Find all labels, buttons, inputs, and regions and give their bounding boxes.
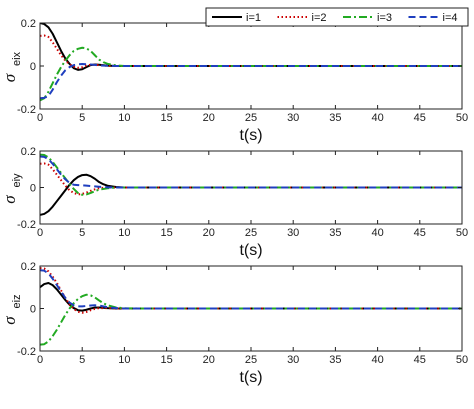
x-tick-label: 35 bbox=[329, 354, 341, 366]
y-tick-label: 0 bbox=[30, 183, 36, 195]
x-tick-label: 15 bbox=[160, 227, 172, 239]
x-tick-label: 0 bbox=[37, 227, 43, 239]
x-tick-label: 0 bbox=[37, 112, 43, 124]
x-tick-label: 35 bbox=[329, 227, 341, 239]
x-tick-label: 0 bbox=[37, 354, 43, 366]
x-tick-label: 10 bbox=[118, 112, 130, 124]
x-axis-label: t(s) bbox=[239, 369, 262, 386]
x-tick-label: 40 bbox=[371, 354, 383, 366]
series-line-4 bbox=[40, 63, 462, 100]
x-tick-label: 40 bbox=[371, 227, 383, 239]
legend-box bbox=[205, 7, 469, 27]
x-tick-label: 50 bbox=[456, 354, 468, 366]
x-tick-label: 50 bbox=[456, 227, 468, 239]
y-axis-label-subscript: eix bbox=[11, 51, 23, 66]
x-tick-label: 5 bbox=[79, 227, 85, 239]
x-tick-label: 20 bbox=[203, 354, 215, 366]
y-tick-label: 0.2 bbox=[21, 261, 36, 273]
x-tick-label: 35 bbox=[329, 112, 341, 124]
series-group bbox=[40, 153, 462, 216]
x-tick-label: 10 bbox=[118, 354, 130, 366]
x-tick-label: 5 bbox=[79, 354, 85, 366]
y-tick-label: 0 bbox=[30, 61, 36, 73]
x-tick-label: 20 bbox=[203, 227, 215, 239]
x-tick-label: 5 bbox=[79, 112, 85, 124]
x-tick-label: 25 bbox=[245, 227, 257, 239]
x-axis-label: t(s) bbox=[239, 242, 262, 259]
x-tick-label: 25 bbox=[245, 112, 257, 124]
series-line-4 bbox=[40, 155, 462, 189]
x-tick-label: 50 bbox=[456, 112, 468, 124]
y-axis-label-symbol: σ bbox=[0, 195, 19, 204]
x-tick-label: 20 bbox=[203, 112, 215, 124]
x-tick-label: 15 bbox=[160, 112, 172, 124]
legend-label-2: i=2 bbox=[312, 12, 327, 24]
series-line-3 bbox=[40, 153, 462, 196]
series-line-3 bbox=[40, 46, 462, 102]
y-axis-label: σ eiz bbox=[0, 294, 23, 324]
legend: i=1 i=2 i=3 i=4 bbox=[205, 7, 469, 27]
series-group bbox=[40, 23, 462, 102]
series-line-4 bbox=[40, 269, 462, 310]
x-tick-label: 40 bbox=[371, 112, 383, 124]
x-tick-label: 30 bbox=[287, 112, 299, 124]
series-group bbox=[40, 267, 462, 346]
x-tick-label: 25 bbox=[245, 354, 257, 366]
y-axis-label-subscript: eiy bbox=[11, 173, 23, 188]
legend-label-3: i=3 bbox=[377, 12, 392, 24]
legend-label-4: i=4 bbox=[443, 12, 458, 24]
y-tick-label: 0.2 bbox=[21, 18, 36, 30]
x-tick-label: 30 bbox=[287, 354, 299, 366]
x-tick-label: 45 bbox=[414, 227, 426, 239]
y-axis-label-subscript: eiz bbox=[11, 294, 23, 308]
x-tick-label: 30 bbox=[287, 227, 299, 239]
x-tick-label: 45 bbox=[414, 354, 426, 366]
series-line-3 bbox=[40, 293, 462, 346]
y-tick-label: 0.2 bbox=[21, 146, 36, 158]
x-tick-label: 15 bbox=[160, 354, 172, 366]
series-line-2 bbox=[40, 162, 462, 196]
x-tick-label: 10 bbox=[118, 227, 130, 239]
y-tick-label: -0.2 bbox=[17, 346, 36, 358]
y-axis-label: σ eiy bbox=[0, 173, 23, 204]
x-tick-label: 45 bbox=[414, 112, 426, 124]
series-line-1 bbox=[40, 173, 462, 216]
legend-label-1: i=1 bbox=[246, 12, 261, 24]
y-tick-label: -0.2 bbox=[17, 104, 36, 116]
y-tick-label: 0 bbox=[30, 304, 36, 316]
y-axis-label-symbol: σ bbox=[0, 73, 19, 82]
y-axis-label: σ eix bbox=[0, 51, 23, 82]
y-tick-label: -0.2 bbox=[17, 219, 36, 231]
x-axis-label: t(s) bbox=[239, 127, 262, 144]
y-axis-label-symbol: σ bbox=[0, 316, 19, 325]
